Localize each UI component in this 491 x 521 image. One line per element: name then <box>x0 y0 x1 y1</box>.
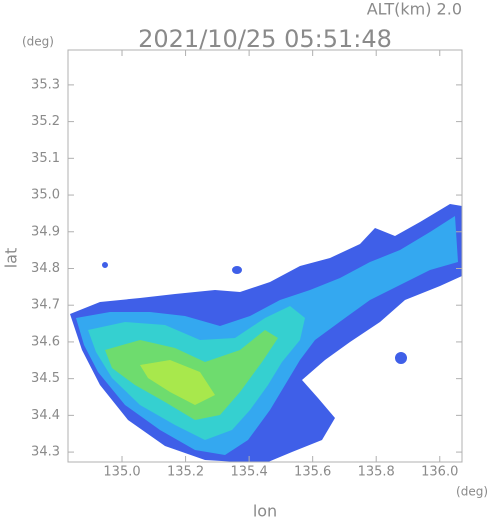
chart-title: 2021/10/25 05:51:48 <box>138 25 392 53</box>
y-tick-label: 34.9 <box>31 224 60 239</box>
y-tick-label: 34.3 <box>31 445 60 460</box>
echo <box>70 204 462 462</box>
echo-intense <box>140 360 215 405</box>
y-tick-label: 34.6 <box>31 334 60 349</box>
y-tick-label: 34.8 <box>31 261 60 276</box>
x-tick-label: 136.0 <box>421 465 458 480</box>
altitude-label: ALT(km) 2.0 <box>367 0 462 19</box>
x-tick-label: 135.0 <box>103 465 140 480</box>
x-tick-label: 135.2 <box>167 465 204 480</box>
y-tick-label: 34.5 <box>31 371 60 386</box>
x-unit: (deg) <box>456 485 488 499</box>
y-axis-label: lat <box>2 248 21 269</box>
x-tick-label: 135.4 <box>231 465 268 480</box>
y-tick-label: 34.4 <box>31 408 60 423</box>
y-unit: (deg) <box>22 35 54 49</box>
y-tick-label: 35.3 <box>31 77 60 92</box>
plot-frame <box>67 49 463 463</box>
x-tick-label: 135.6 <box>294 465 331 480</box>
x-tick-label: 135.8 <box>358 465 395 480</box>
y-tick-label: 35.0 <box>31 188 60 203</box>
y-tick-label: 35.2 <box>31 114 60 129</box>
y-tick-label: 35.1 <box>31 151 60 166</box>
y-tick-label: 34.7 <box>31 298 60 313</box>
x-axis-label: lon <box>253 502 277 521</box>
